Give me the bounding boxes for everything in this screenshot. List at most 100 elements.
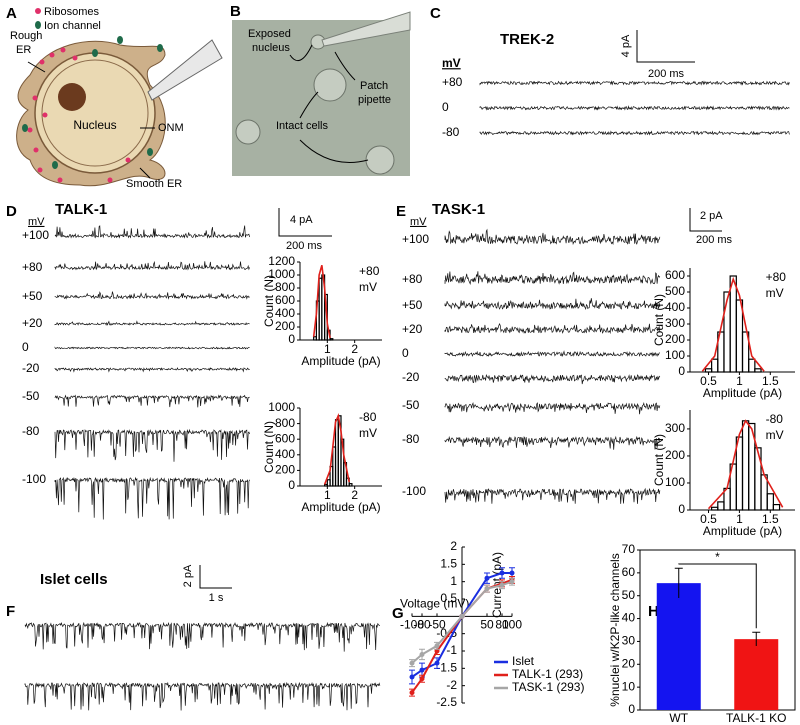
data-point bbox=[409, 674, 415, 680]
y-tick-label: 2 bbox=[450, 539, 457, 553]
panel-letter: C bbox=[430, 5, 441, 22]
y-tick-label: 600 bbox=[275, 431, 295, 445]
x-tick-label: 80 bbox=[495, 618, 509, 632]
y-axis-label: Count (N) bbox=[262, 275, 276, 327]
y-tick-label: 70 bbox=[622, 542, 636, 556]
annotation: -80 bbox=[766, 412, 784, 426]
voltage-label: +80 bbox=[402, 272, 423, 286]
y-tick-label: 50 bbox=[622, 588, 636, 602]
y-tick-label: 0 bbox=[678, 364, 685, 378]
y-tick-label: 300 bbox=[665, 421, 685, 435]
plot-frame bbox=[639, 549, 796, 711]
y-tick-label: -2 bbox=[446, 678, 457, 692]
panel-letter: A bbox=[6, 5, 17, 22]
x-tick-label: -80 bbox=[413, 618, 431, 632]
data-point bbox=[484, 586, 490, 592]
y-tick-label: 400 bbox=[275, 306, 295, 320]
data-point bbox=[434, 643, 440, 649]
voltage-label: -80 bbox=[22, 424, 40, 438]
data-point bbox=[509, 570, 515, 576]
data-point bbox=[419, 676, 425, 682]
x-axis-label: Amplitude (pA) bbox=[703, 386, 782, 400]
error-bar bbox=[752, 631, 761, 646]
y-tick-label: 100 bbox=[665, 348, 685, 362]
photo-label: nucleus bbox=[252, 42, 290, 54]
histogram-bar bbox=[717, 501, 725, 511]
y-tick-label: 200 bbox=[665, 332, 685, 346]
voltage-label: -80 bbox=[442, 125, 460, 139]
voltage-label: -100 bbox=[402, 484, 426, 498]
photo-label: pipette bbox=[358, 94, 391, 106]
y-tick-label: 1 bbox=[450, 574, 457, 588]
annotation: +80 bbox=[359, 264, 380, 278]
current-trace bbox=[54, 346, 250, 350]
histogram-bar bbox=[748, 358, 756, 373]
panel-letter: E bbox=[396, 203, 406, 220]
x-tick-label: 1 bbox=[736, 512, 743, 526]
current-trace bbox=[24, 621, 381, 652]
voltage-label: 0 bbox=[22, 340, 29, 354]
data-point bbox=[459, 613, 465, 619]
y-tick-label: -2.5 bbox=[436, 695, 457, 709]
histogram-bar bbox=[711, 506, 719, 511]
legend-label: Ion channel bbox=[44, 20, 101, 32]
histogram-bar bbox=[735, 299, 744, 373]
scale-label: 2 pA bbox=[700, 210, 723, 222]
voltage-label: -100 bbox=[22, 472, 46, 486]
fit-curve bbox=[707, 419, 784, 510]
bar bbox=[656, 583, 701, 710]
data-point bbox=[419, 667, 425, 673]
voltage-label: -50 bbox=[402, 398, 420, 412]
x-tick-label: 0.5 bbox=[700, 374, 717, 388]
data-point bbox=[434, 660, 440, 666]
scale-label: 200 ms bbox=[286, 240, 323, 252]
voltage-label: 0 bbox=[402, 346, 409, 360]
y-tick-label: 100 bbox=[665, 475, 685, 489]
legend-label: TALK-1 (293) bbox=[512, 667, 583, 681]
current-trace bbox=[479, 80, 790, 86]
x-tick-label: 0.5 bbox=[700, 512, 717, 526]
current-trace bbox=[54, 260, 250, 271]
fit-curve bbox=[701, 276, 765, 372]
legend-dot bbox=[35, 21, 41, 29]
scale-label: 4 pA bbox=[290, 214, 313, 226]
x-tick-label: 1.5 bbox=[762, 512, 779, 526]
legend-label: Ribosomes bbox=[44, 6, 100, 18]
voltage-label: +50 bbox=[22, 289, 43, 303]
y-tick-label: 200 bbox=[275, 463, 295, 477]
histogram-bar bbox=[754, 368, 762, 373]
current-trace bbox=[479, 130, 790, 136]
y-tick-label: 0 bbox=[678, 502, 685, 516]
y-tick-label: -1.5 bbox=[436, 661, 457, 675]
voltage-label: +100 bbox=[402, 232, 429, 246]
fit-curve bbox=[312, 265, 331, 339]
scale-label: 200 ms bbox=[696, 234, 733, 246]
unit-label: mV bbox=[28, 216, 45, 228]
current-trace bbox=[54, 366, 250, 373]
current-trace bbox=[444, 435, 661, 450]
y-tick-label: 0 bbox=[288, 478, 295, 492]
x-tick-label: -50 bbox=[428, 618, 446, 632]
annotation: +80 bbox=[766, 270, 787, 284]
y-tick-label: 400 bbox=[275, 447, 295, 461]
panel-letter: H bbox=[648, 603, 659, 620]
panel-title: TASK-1 bbox=[432, 201, 485, 218]
photo-label: Exposed bbox=[248, 28, 291, 40]
histogram-bar bbox=[704, 368, 713, 373]
current-trace bbox=[444, 298, 661, 311]
x-tick-label: 1 bbox=[324, 342, 331, 356]
x-tick-label: -100 bbox=[400, 618, 424, 632]
x-tick-label: WT bbox=[669, 711, 688, 725]
x-axis-label: Amplitude (pA) bbox=[301, 354, 380, 368]
y-tick-label: 1200 bbox=[268, 254, 295, 268]
current-trace bbox=[444, 487, 661, 504]
data-point bbox=[509, 579, 515, 585]
annotation: * bbox=[715, 550, 720, 564]
voltage-label: +80 bbox=[442, 75, 463, 89]
histogram-bar bbox=[741, 331, 750, 373]
histogram-bar bbox=[766, 493, 774, 511]
histogram-bar bbox=[711, 358, 719, 373]
voltage-label: -20 bbox=[402, 370, 420, 384]
y-tick-label: 400 bbox=[665, 300, 685, 314]
x-axis-label: Voltage (mV) bbox=[400, 597, 469, 611]
